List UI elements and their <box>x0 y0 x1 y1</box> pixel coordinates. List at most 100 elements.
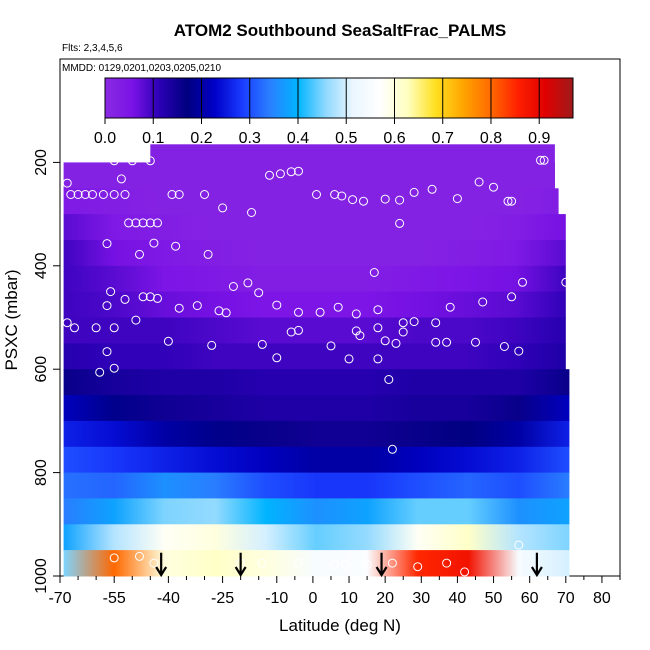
sample-point <box>391 338 401 348</box>
sample-point <box>315 307 325 317</box>
sample-point <box>221 308 231 318</box>
sample-point <box>398 318 408 328</box>
y-tick-label: 600 <box>33 356 50 383</box>
transition-arrow <box>155 552 168 578</box>
y-axis: 200 400 600 800 1000 <box>33 149 60 594</box>
sample-point <box>192 301 202 311</box>
heatmap-band <box>63 214 566 241</box>
sample-point <box>116 174 126 184</box>
sample-point <box>138 218 148 228</box>
sample-point <box>153 293 162 303</box>
heatmap-band <box>63 162 555 189</box>
sample-point <box>109 553 119 563</box>
sample-point <box>373 305 383 315</box>
sample-point <box>294 307 303 317</box>
sample-point <box>131 315 141 325</box>
heatmap-band <box>150 144 555 163</box>
sample-point <box>135 551 144 561</box>
x-tick-label: 60 <box>521 590 539 607</box>
y-tick-label: 200 <box>33 149 50 176</box>
sample-point <box>257 558 267 568</box>
sample-point <box>145 218 155 228</box>
sample-point <box>62 178 72 188</box>
heatmap-band <box>63 188 559 215</box>
colorbar-tick-label: 0.6 <box>383 130 405 147</box>
x-tick-label: 50 <box>485 590 503 607</box>
sample-point <box>369 268 379 277</box>
x-tick-label: 80 <box>593 590 611 607</box>
sample-point <box>340 560 350 570</box>
sample-point <box>431 318 441 328</box>
sample-point <box>561 277 571 287</box>
y-tick-label: 1000 <box>33 558 50 594</box>
sample-point <box>66 190 76 199</box>
sample-point <box>351 309 361 319</box>
points-layer <box>62 155 571 577</box>
sample-point <box>98 190 108 199</box>
sample-point <box>409 317 419 327</box>
colorbar-tick-label: 0.0 <box>94 130 116 147</box>
sample-point <box>149 558 159 568</box>
sample-point <box>62 318 72 328</box>
sample-point <box>499 342 509 351</box>
arrows-layer <box>155 552 543 578</box>
colorbar-tick-label: 0.1 <box>142 130 164 147</box>
sample-point <box>171 241 181 251</box>
sample-point <box>294 166 303 176</box>
sample-point <box>409 187 419 197</box>
heatmap-band <box>63 472 570 499</box>
sample-point <box>127 156 137 166</box>
sample-point <box>145 292 155 302</box>
sample-point <box>203 249 213 259</box>
y-axis-label: PSXC (mbar) <box>2 269 21 370</box>
sample-point <box>387 444 397 454</box>
sample-point <box>395 218 405 228</box>
sample-point <box>445 302 455 312</box>
colorbar-ticks: 0.0 0.1 0.2 0.3 0.4 0.5 0.6 0.7 0.8 0.9 <box>94 78 550 147</box>
sample-point <box>153 218 162 228</box>
sample-point <box>330 190 340 199</box>
sample-point <box>109 363 119 373</box>
sample-point <box>312 190 321 199</box>
sample-point <box>442 337 452 347</box>
sample-point <box>474 177 484 187</box>
x-tick-label: -40 <box>157 590 180 607</box>
colorbar-tick-label: 0.2 <box>190 130 212 147</box>
sample-point <box>442 558 452 568</box>
heatmap-band <box>63 524 570 551</box>
sample-point <box>294 325 303 335</box>
colorbar-tick-label: 0.5 <box>335 130 357 147</box>
sample-point <box>398 327 408 337</box>
sample-point <box>149 238 159 248</box>
chart-title: ATOM2 Southbound SeaSaltFrac_PALMS <box>174 21 506 40</box>
sample-point <box>514 346 524 356</box>
sample-point <box>91 323 101 333</box>
x-axis: -70 -55 -40 -25 -10 0 10 20 30 40 50 60 70 80 <box>48 576 621 607</box>
heatmap-band <box>63 498 570 525</box>
sample-point <box>247 208 256 217</box>
colorbar-tick-label: 0.7 <box>432 130 454 147</box>
colorbar-tick-label: 0.4 <box>287 130 309 147</box>
sample-point <box>243 278 253 288</box>
sample-point <box>355 331 365 341</box>
sample-point <box>326 341 336 351</box>
x-tick-label: -25 <box>211 590 234 607</box>
x-tick-label: 10 <box>340 590 358 607</box>
sample-point <box>478 297 488 307</box>
colorbar <box>104 77 574 119</box>
sample-point <box>344 354 354 364</box>
sample-point <box>145 156 155 166</box>
sample-point <box>102 301 112 311</box>
sample-point <box>254 288 264 298</box>
sample-point <box>471 337 480 347</box>
sample-point <box>536 155 545 165</box>
sample-point <box>431 337 441 347</box>
sample-point <box>275 169 285 179</box>
colorbar-tick-label: 0.9 <box>528 130 550 147</box>
sample-point <box>88 190 97 199</box>
sample-point <box>272 353 282 363</box>
y-tick-label: 400 <box>33 252 50 279</box>
sample-point <box>265 170 274 180</box>
sample-point <box>200 190 209 199</box>
sample-point <box>518 277 527 287</box>
